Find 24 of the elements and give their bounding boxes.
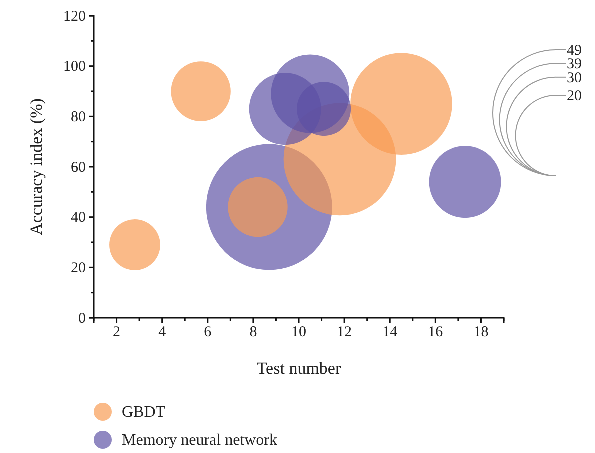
- x-axis-title: Test number: [256, 359, 342, 378]
- x-tick-label: 8: [250, 324, 258, 341]
- y-tick-label: 40: [71, 210, 86, 226]
- x-tick-label: 4: [158, 324, 167, 341]
- y-tick-label: 120: [64, 8, 86, 25]
- x-tick-label: 14: [382, 324, 398, 341]
- legend-label: 49: [567, 43, 582, 59]
- legend-label: 30: [567, 70, 582, 86]
- y-tick-label: 60: [71, 160, 86, 176]
- x-tick-label: 6: [204, 324, 212, 341]
- legend-label: 39: [567, 56, 582, 73]
- x-tick-label: 18: [474, 324, 489, 341]
- y-tick-label: 0: [78, 310, 86, 327]
- y-tick-label: 80: [71, 109, 86, 126]
- y-tick-label: 100: [64, 59, 86, 76]
- y-tick-label: 20: [71, 260, 86, 276]
- legend-label: GBDT: [122, 404, 166, 421]
- x-tick-label: 12: [337, 324, 352, 341]
- y-axis-title: Accuracy index (%): [27, 98, 46, 236]
- x-tick-label: 16: [428, 324, 444, 341]
- x-tick-label: 10: [292, 324, 306, 341]
- legend-label: Memory neural network: [122, 432, 278, 449]
- x-tick-label: 2: [113, 324, 121, 341]
- legend-label: 20: [567, 88, 582, 104]
